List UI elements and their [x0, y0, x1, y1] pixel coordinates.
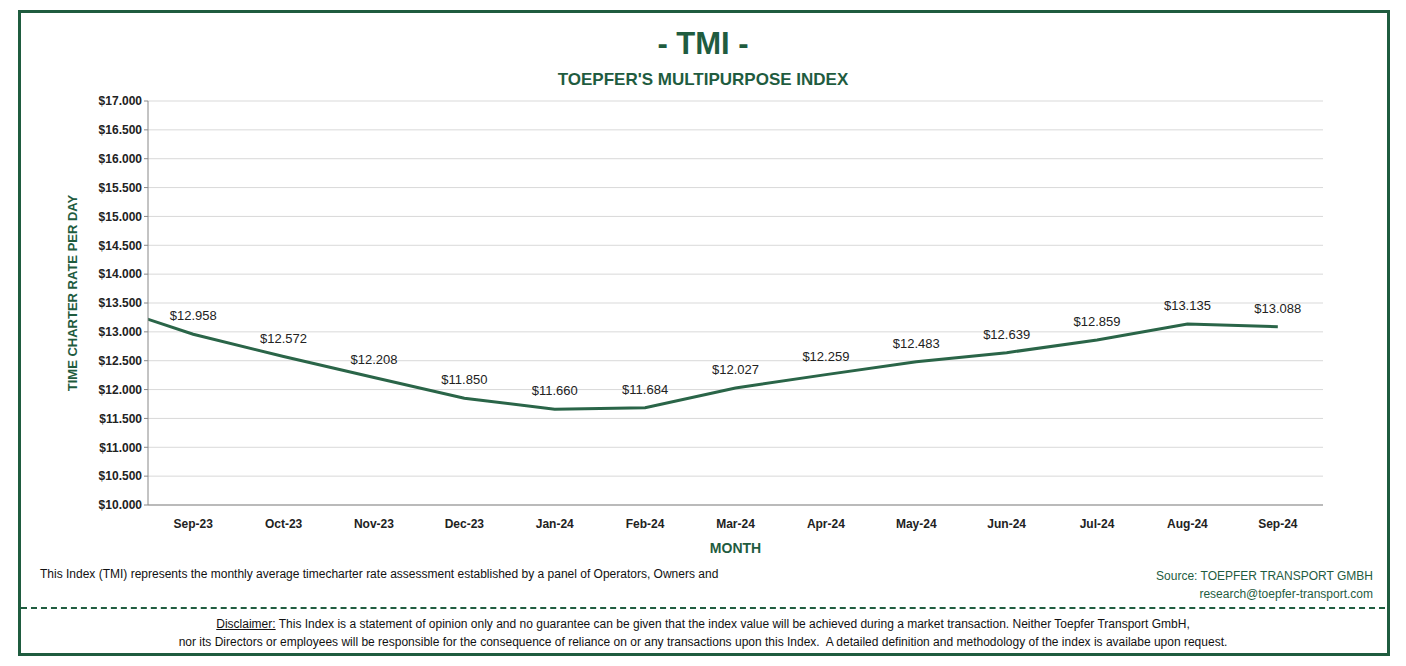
html-text:research@toepfer-transport.com: research@toepfer-transport.com	[1199, 587, 1373, 601]
svg-text:Jun-24: Jun-24	[987, 517, 1026, 531]
html-text:MONTH: MONTH	[709, 540, 762, 556]
svg-text:Apr-24: Apr-24	[807, 517, 845, 531]
svg-text:$17.000: $17.000	[99, 94, 143, 108]
svg-text:$11.000: $11.000	[99, 441, 142, 455]
svg-text:$16.000: $16.000	[99, 152, 143, 166]
svg-text:Feb-24: Feb-24	[626, 517, 665, 531]
html-text:This Index (TMI) represents th: This Index (TMI) represents the monthly …	[40, 567, 719, 581]
html-text:TIME CHARTER RATE PER DAY: TIME CHARTER RATE PER DAY	[64, 194, 80, 392]
svg-text:Nov-23: Nov-23	[354, 517, 394, 531]
svg-text:$11.684: $11.684	[622, 382, 668, 397]
html-text:- TMI -: - TMI -	[657, 26, 749, 61]
svg-text:$13.500: $13.500	[99, 296, 143, 310]
svg-text:Dec-23: Dec-23	[445, 517, 485, 531]
svg-text:Jul-24: Jul-24	[1080, 517, 1115, 531]
html-text:TOEPFER'S MULTIPURPOSE INDEX: TOEPFER'S MULTIPURPOSE INDEX	[557, 70, 849, 89]
svg-text:$12.859: $12.859	[1074, 314, 1121, 329]
svg-text:$12.259: $12.259	[802, 349, 849, 364]
svg-text:$12.500: $12.500	[99, 354, 143, 368]
html-text:nor its Directors or employees: nor its Directors or employees will be r…	[178, 635, 1228, 649]
svg-text:$13.000: $13.000	[99, 325, 143, 339]
svg-text:Oct-23: Oct-23	[265, 517, 303, 531]
svg-text:$12.639: $12.639	[983, 327, 1030, 342]
svg-text:$12.483: $12.483	[893, 336, 940, 351]
svg-text:Sep-24: Sep-24	[1258, 517, 1298, 531]
svg-text:$12.000: $12.000	[99, 383, 143, 397]
svg-text:$10.000: $10.000	[99, 498, 143, 512]
svg-text:$11.660: $11.660	[532, 383, 578, 398]
svg-text:Mar-24: Mar-24	[716, 517, 755, 531]
svg-text:$12.208: $12.208	[350, 352, 397, 367]
svg-text:Aug-24: Aug-24	[1167, 517, 1208, 531]
svg-text:$14.000: $14.000	[99, 267, 143, 281]
svg-text:$11.850: $11.850	[441, 372, 487, 387]
svg-text:$15.500: $15.500	[99, 181, 143, 195]
svg-text:$10.500: $10.500	[99, 469, 143, 483]
svg-text:$16.500: $16.500	[99, 123, 143, 137]
html-text:Disclaimer: This Index is a st: Disclaimer: This Index is a statement of…	[216, 617, 1190, 631]
html-text:Source: TOEPFER TRANSPORT GMBH: Source: TOEPFER TRANSPORT GMBH	[1156, 569, 1373, 583]
svg-text:$13.135: $13.135	[1164, 298, 1211, 313]
svg-text:$11.500: $11.500	[99, 412, 142, 426]
svg-text:$13.088: $13.088	[1254, 301, 1301, 316]
svg-text:$14.500: $14.500	[99, 239, 143, 253]
svg-text:Sep-23: Sep-23	[174, 517, 214, 531]
svg-text:$12.027: $12.027	[712, 362, 759, 377]
svg-text:May-24: May-24	[896, 517, 937, 531]
svg-text:Jan-24: Jan-24	[536, 517, 574, 531]
svg-text:$15.000: $15.000	[99, 210, 143, 224]
svg-text:$12.958: $12.958	[170, 308, 217, 323]
svg-text:$12.572: $12.572	[260, 331, 307, 346]
